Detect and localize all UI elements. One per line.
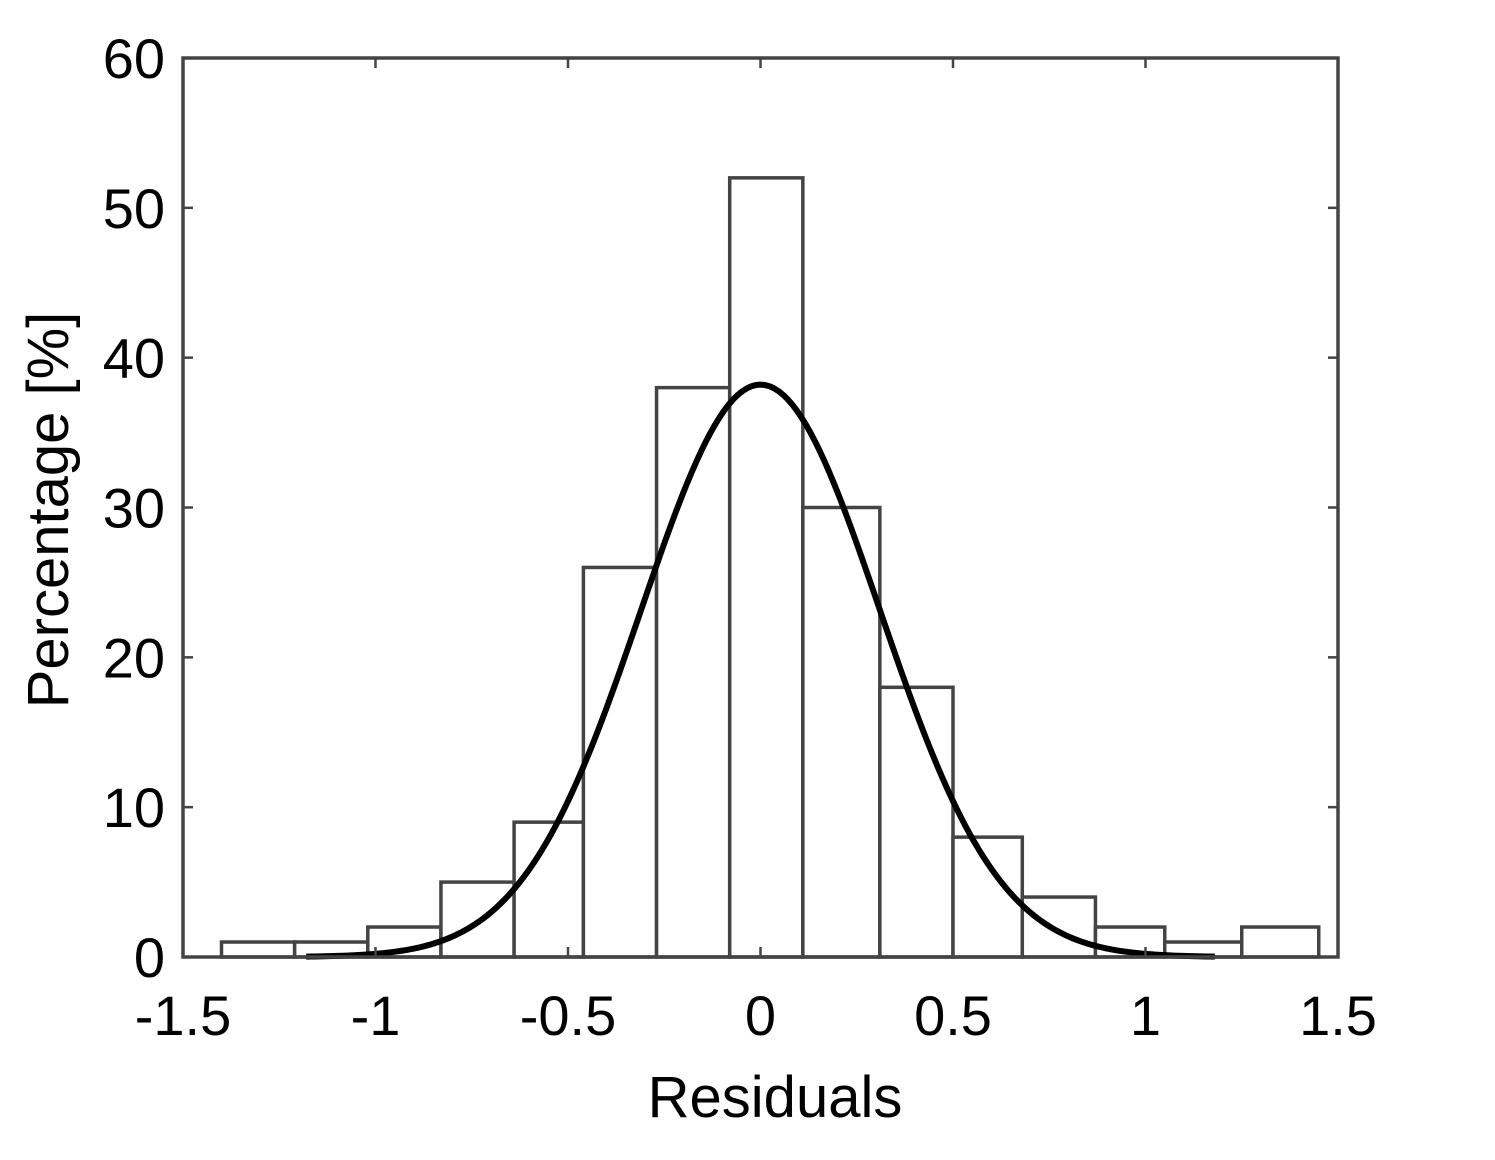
y-tick-label-6: 60: [103, 27, 165, 90]
x-tick-label-1: -1: [351, 984, 401, 1047]
x-tick-labels: -1.5 -1 -0.5 0 0.5 1 1.5: [135, 984, 1377, 1047]
y-tick-label-4: 40: [103, 327, 165, 390]
y-tick-labels: 0 10 20 30 40 50 60: [103, 27, 165, 989]
y-tick-label-0: 0: [134, 926, 165, 989]
x-tick-label-0: -1.5: [135, 984, 232, 1047]
histogram-bar-5: [581, 565, 659, 959]
y-tick-label-5: 50: [103, 177, 165, 240]
x-tick-label-6: 1.5: [1299, 984, 1377, 1047]
normal-fit-curve: [306, 381, 1215, 960]
histogram-bars: [219, 176, 1321, 959]
x-tick-label-2: -0.5: [520, 984, 617, 1047]
y-tick-label-2: 20: [103, 626, 165, 689]
x-axis-label: Residuals: [648, 1065, 903, 1130]
histogram-bar-11: [1020, 895, 1098, 959]
x-tick-label-5: 1: [1130, 984, 1161, 1047]
histogram-bar-9: [878, 685, 955, 959]
plot-frame: [181, 56, 1340, 959]
x-tick-label-4: 0.5: [914, 984, 992, 1047]
y-axis-label: Percentage [%]: [16, 312, 81, 709]
histogram-bar-7: [727, 176, 805, 959]
y-tick-label-1: 10: [103, 776, 165, 839]
x-tick-label-3: 0: [745, 984, 776, 1047]
histogram-bar-0: [219, 940, 297, 959]
histogram-bar-4: [512, 820, 586, 959]
y-tick-label-3: 30: [103, 477, 165, 540]
histogram-bar-14: [1240, 925, 1321, 959]
